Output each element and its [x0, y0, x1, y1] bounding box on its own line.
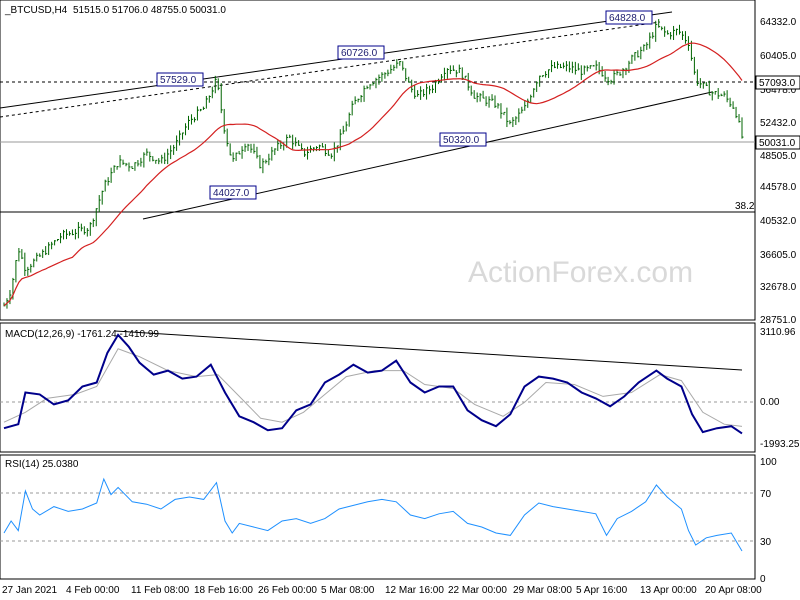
watermark: ActionForex.com [468, 256, 693, 289]
macd-main-line [3, 333, 743, 435]
price-tick: 28751.0 [760, 315, 797, 326]
moving-average-line [3, 42, 743, 307]
price-tick: 48505.0 [760, 151, 797, 162]
price-tick: 40532.0 [760, 216, 797, 227]
svg-text:64828.0: 64828.0 [609, 13, 646, 24]
x-axis: 27 Jan 2021 4 Feb 00:00 11 Feb 08:00 18 … [2, 585, 762, 596]
price-y-axis: 64332.0 60405.0 56478.0 52432.0 48505.0 … [760, 17, 797, 326]
macd-tick: 3110.96 [760, 327, 796, 338]
rsi-tick: 30 [760, 537, 772, 548]
callout-60726: 60726.0 [337, 45, 385, 60]
x-tick: 22 Mar 00:00 [448, 585, 507, 596]
svg-text:44027.0: 44027.0 [213, 188, 250, 199]
macd-tick: -1993.25 [760, 439, 800, 450]
channel-upper-solid [0, 11, 673, 109]
svg-text:60726.0: 60726.0 [341, 48, 378, 59]
callout-64828: 64828.0 [605, 10, 653, 25]
rsi-tick: 100 [760, 457, 777, 468]
x-tick: 27 Jan 2021 [2, 585, 57, 596]
macd-tick: 0.00 [760, 397, 780, 408]
callout-44027: 44027.0 [209, 185, 257, 200]
rsi-line [3, 477, 743, 552]
svg-text:50320.0: 50320.0 [443, 135, 480, 146]
current-price-label: 50031.0 [759, 138, 796, 149]
price-tick: 44578.0 [760, 182, 797, 193]
rsi-tick: 70 [760, 489, 772, 500]
current-price-box [755, 135, 800, 150]
chart-ohlc: 51515.0 51706.0 48755.0 50031.0 [73, 5, 226, 16]
price-candles [3, 19, 744, 309]
price-tick: 64332.0 [760, 17, 797, 28]
rsi-y-axis: 100 70 30 0 [760, 457, 777, 585]
price-tick: 60405.0 [760, 51, 797, 62]
price-tick: 32678.0 [760, 282, 797, 293]
x-tick: 5 Mar 08:00 [321, 585, 375, 596]
x-tick: 29 Mar 08:00 [513, 585, 572, 596]
rsi-panel [0, 454, 756, 580]
svg-text:57529.0: 57529.0 [160, 75, 197, 86]
callout-50320: 50320.0 [439, 132, 487, 147]
chart-symbol: _BTCUSD,H4 [4, 5, 68, 16]
callout-57529: 57529.0 [156, 72, 204, 87]
macd-y-axis: 3110.96 0.00 -1993.25 [760, 327, 800, 450]
x-tick: 20 Apr 08:00 [705, 585, 762, 596]
price-tick: 52432.0 [760, 118, 797, 129]
x-tick: 11 Feb 08:00 [131, 585, 190, 596]
rsi-title: RSI(14) 25.0380 [5, 459, 79, 470]
x-tick: 26 Feb 00:00 [258, 585, 317, 596]
x-tick: 13 Apr 00:00 [640, 585, 697, 596]
x-tick: 12 Mar 16:00 [385, 585, 444, 596]
rsi-tick: 0 [760, 574, 766, 585]
macd-trend-line [114, 330, 743, 371]
price-tick: 56478.0 [760, 85, 797, 96]
x-tick: 4 Feb 00:00 [66, 585, 120, 596]
price-tick: 36605.0 [760, 250, 797, 261]
fib-38-label: 38.2 [735, 201, 755, 212]
macd-title: MACD(12,26,9) -1761.24 -1410.99 [5, 329, 159, 340]
x-tick: 5 Apr 16:00 [576, 585, 628, 596]
level-price-label: 57093.0 [759, 78, 796, 89]
level-price-box [755, 75, 800, 90]
x-tick: 18 Feb 16:00 [194, 585, 253, 596]
